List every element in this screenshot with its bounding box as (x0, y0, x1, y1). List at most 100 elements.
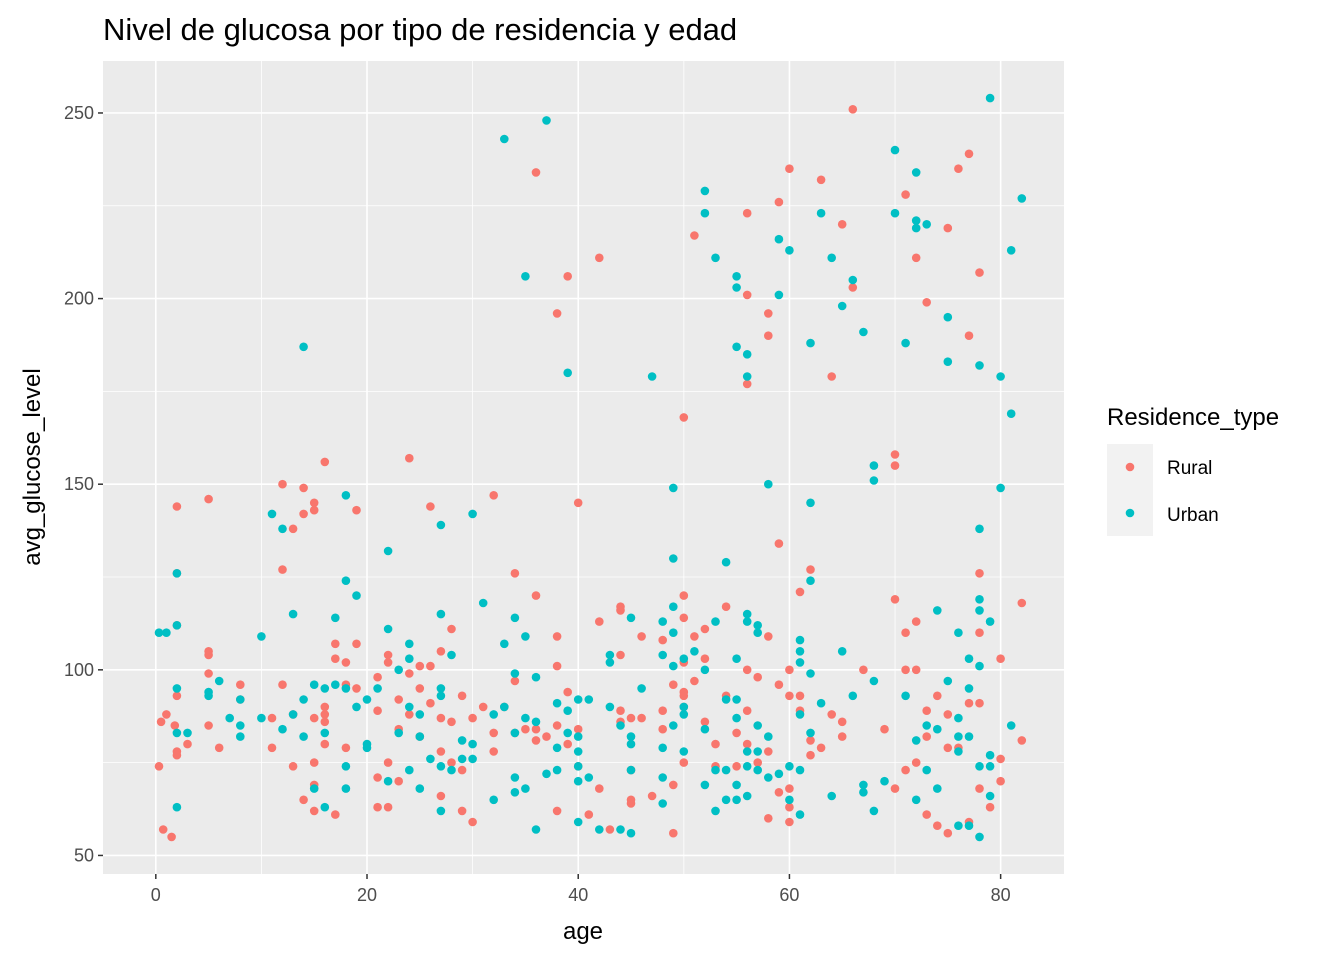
data-point-rural (510, 676, 520, 686)
data-point-urban (468, 509, 477, 519)
data-point-rural (679, 413, 689, 422)
data-point-urban (975, 606, 984, 615)
data-point-urban (869, 476, 879, 485)
data-point-urban (669, 602, 678, 611)
data-point-urban (943, 676, 953, 686)
data-point-urban (806, 498, 815, 508)
data-point-urban (563, 706, 572, 715)
data-point-rural (436, 791, 446, 801)
data-point-urban (911, 223, 921, 233)
data-point-rural (563, 739, 572, 749)
data-point-rural (415, 661, 425, 671)
data-point-rural (320, 710, 330, 719)
data-point-urban (700, 780, 710, 790)
data-point-urban (510, 788, 520, 797)
data-point-urban (257, 632, 266, 641)
data-point-rural (436, 647, 446, 656)
data-point-rural (859, 665, 868, 675)
data-point-rural (552, 721, 562, 730)
data-point-rural (457, 765, 467, 775)
data-point-urban (457, 754, 467, 764)
data-point-urban (669, 721, 678, 730)
data-point-rural (278, 680, 287, 689)
data-point-rural (690, 632, 699, 641)
data-point-urban (510, 728, 520, 738)
data-point-urban (531, 672, 541, 682)
data-point-urban (573, 817, 583, 827)
data-point-rural (922, 732, 931, 741)
data-point-urban (975, 762, 984, 771)
data-point-rural (468, 713, 477, 723)
data-point-urban (236, 732, 245, 741)
data-point-urban (700, 665, 710, 675)
data-point-urban (489, 710, 499, 719)
chart-title: Nivel de glucosa por tipo de residencia … (103, 12, 737, 47)
plot-panel (103, 61, 1064, 874)
legend: Residence_type Rural Urban (1107, 404, 1279, 536)
data-point-urban (732, 342, 741, 352)
data-point-rural (764, 632, 773, 641)
data-point-rural (679, 591, 689, 600)
data-point-urban (405, 654, 414, 663)
data-point-urban (595, 825, 604, 834)
data-point-urban (257, 713, 266, 723)
data-point-rural (901, 190, 910, 199)
data-point-urban (933, 606, 942, 615)
data-point-urban (964, 732, 974, 741)
data-point-rural (806, 565, 815, 574)
data-point-rural (795, 587, 805, 597)
data-point-urban (901, 338, 910, 348)
data-point-rural (278, 479, 287, 489)
data-point-rural (447, 624, 456, 634)
data-point-urban (236, 721, 245, 730)
data-point-urban (816, 208, 826, 218)
data-point-urban (742, 609, 752, 619)
data-point-urban (985, 93, 995, 103)
data-point-rural (679, 691, 689, 701)
data-point-rural (954, 164, 963, 173)
data-point-rural (605, 825, 615, 834)
data-point-urban (774, 234, 784, 244)
data-point-rural (489, 747, 499, 756)
data-point-urban (605, 650, 615, 660)
y-tick-label: 200 (64, 289, 94, 309)
data-point-urban (869, 806, 879, 816)
major-gridlines (103, 61, 1064, 874)
data-point-urban (447, 765, 456, 775)
data-point-urban (500, 134, 509, 144)
data-point-urban (1006, 409, 1016, 419)
y-tick-label: 250 (64, 103, 94, 123)
data-point-urban (901, 691, 910, 701)
data-point-urban (405, 765, 414, 775)
data-point-rural (521, 724, 530, 734)
data-point-urban (764, 773, 773, 782)
data-point-rural (975, 268, 984, 277)
data-point-rural (637, 632, 646, 641)
data-point-urban (669, 661, 678, 671)
data-point-rural (943, 828, 953, 838)
data-point-rural (637, 713, 646, 723)
data-point-urban (890, 208, 900, 218)
data-point-rural (626, 713, 636, 723)
data-point-urban (436, 609, 446, 619)
data-point-rural (742, 665, 752, 675)
data-point-urban (542, 769, 551, 779)
data-point-rural (933, 691, 942, 701)
data-point-rural (721, 602, 731, 611)
data-point-urban (542, 116, 551, 125)
data-point-rural (383, 650, 393, 660)
series-urban (154, 93, 1027, 842)
data-point-urban (436, 691, 446, 701)
data-point-rural (890, 595, 900, 604)
data-point-urban (996, 483, 1005, 493)
data-point-rural (837, 717, 847, 727)
data-point-urban (848, 691, 858, 701)
data-point-urban (679, 702, 689, 712)
data-point-urban (288, 609, 298, 619)
data-point-rural (457, 806, 467, 816)
data-point-rural (816, 743, 826, 753)
data-point-urban (975, 361, 984, 370)
series-rural (154, 105, 1027, 842)
data-point-urban (331, 613, 340, 623)
